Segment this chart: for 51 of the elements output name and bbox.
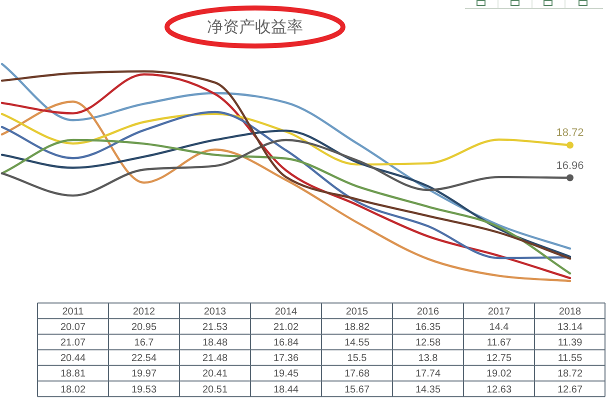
data-label: 21.48 <box>202 353 228 364</box>
data-label: 11.67 <box>486 338 512 348</box>
data-label: 18.44 <box>273 384 299 396</box>
data-label: 18.48 <box>202 338 228 348</box>
x-tick-label: 2013 <box>204 306 227 318</box>
x-tick-label: 2018 <box>558 306 582 318</box>
data-label: 18.72 <box>557 368 583 380</box>
data-label: 17.36 <box>273 353 299 364</box>
data-label: 12.67 <box>557 384 583 396</box>
x-tick-label: 2016 <box>416 306 440 318</box>
data-label: 16.84 <box>273 338 299 348</box>
x-tick-label: 2015 <box>346 306 369 318</box>
data-label: 18.81 <box>60 368 86 380</box>
data-label: 20.95 <box>131 322 157 333</box>
data-label: 19.97 <box>131 368 157 380</box>
x-tick-label: 2014 <box>274 306 298 318</box>
data-label: 19.02 <box>486 368 512 380</box>
x-tick-label: 2017 <box>488 306 511 318</box>
x-tick-label: 2012 <box>132 306 156 318</box>
data-label: 14.55 <box>344 338 370 348</box>
data-label: 13.8 <box>418 353 438 364</box>
data-label: 17.74 <box>415 368 441 380</box>
data-label: 21.02 <box>273 322 299 333</box>
data-label: 20.41 <box>202 368 228 380</box>
x-tick-label: 2011 <box>62 306 84 318</box>
data-label: 21.07 <box>60 338 86 348</box>
data-label: 15.5 <box>347 353 368 364</box>
data-label: 14.35 <box>415 384 441 396</box>
data-label: 12.58 <box>415 338 441 348</box>
data-label: 12.75 <box>486 353 512 364</box>
data-label: 19.45 <box>273 368 299 380</box>
data-label: 17.68 <box>344 368 370 380</box>
annotation: 16.96 <box>556 160 584 172</box>
data-label: 15.67 <box>344 384 370 396</box>
data-label: 18.02 <box>60 384 86 396</box>
data-label: 11.39 <box>558 338 583 348</box>
data-label: 18.82 <box>344 322 370 333</box>
chart-title: 净资产收益率 <box>207 18 303 36</box>
data-label: 20.44 <box>60 353 86 364</box>
data-label: 21.53 <box>202 322 228 333</box>
data-label: 11.55 <box>558 353 583 364</box>
data-label: 20.07 <box>60 322 86 333</box>
data-label: 22.54 <box>131 353 157 364</box>
data-label: 19.53 <box>131 384 157 396</box>
data-label: 16.35 <box>415 322 441 333</box>
data-label: 13.14 <box>557 322 583 333</box>
annotation: 18.72 <box>556 127 584 140</box>
data-label: 14.4 <box>489 322 510 333</box>
data-label: 20.51 <box>202 384 228 396</box>
data-label: 12.63 <box>486 384 512 396</box>
data-label: 16.7 <box>134 338 154 348</box>
